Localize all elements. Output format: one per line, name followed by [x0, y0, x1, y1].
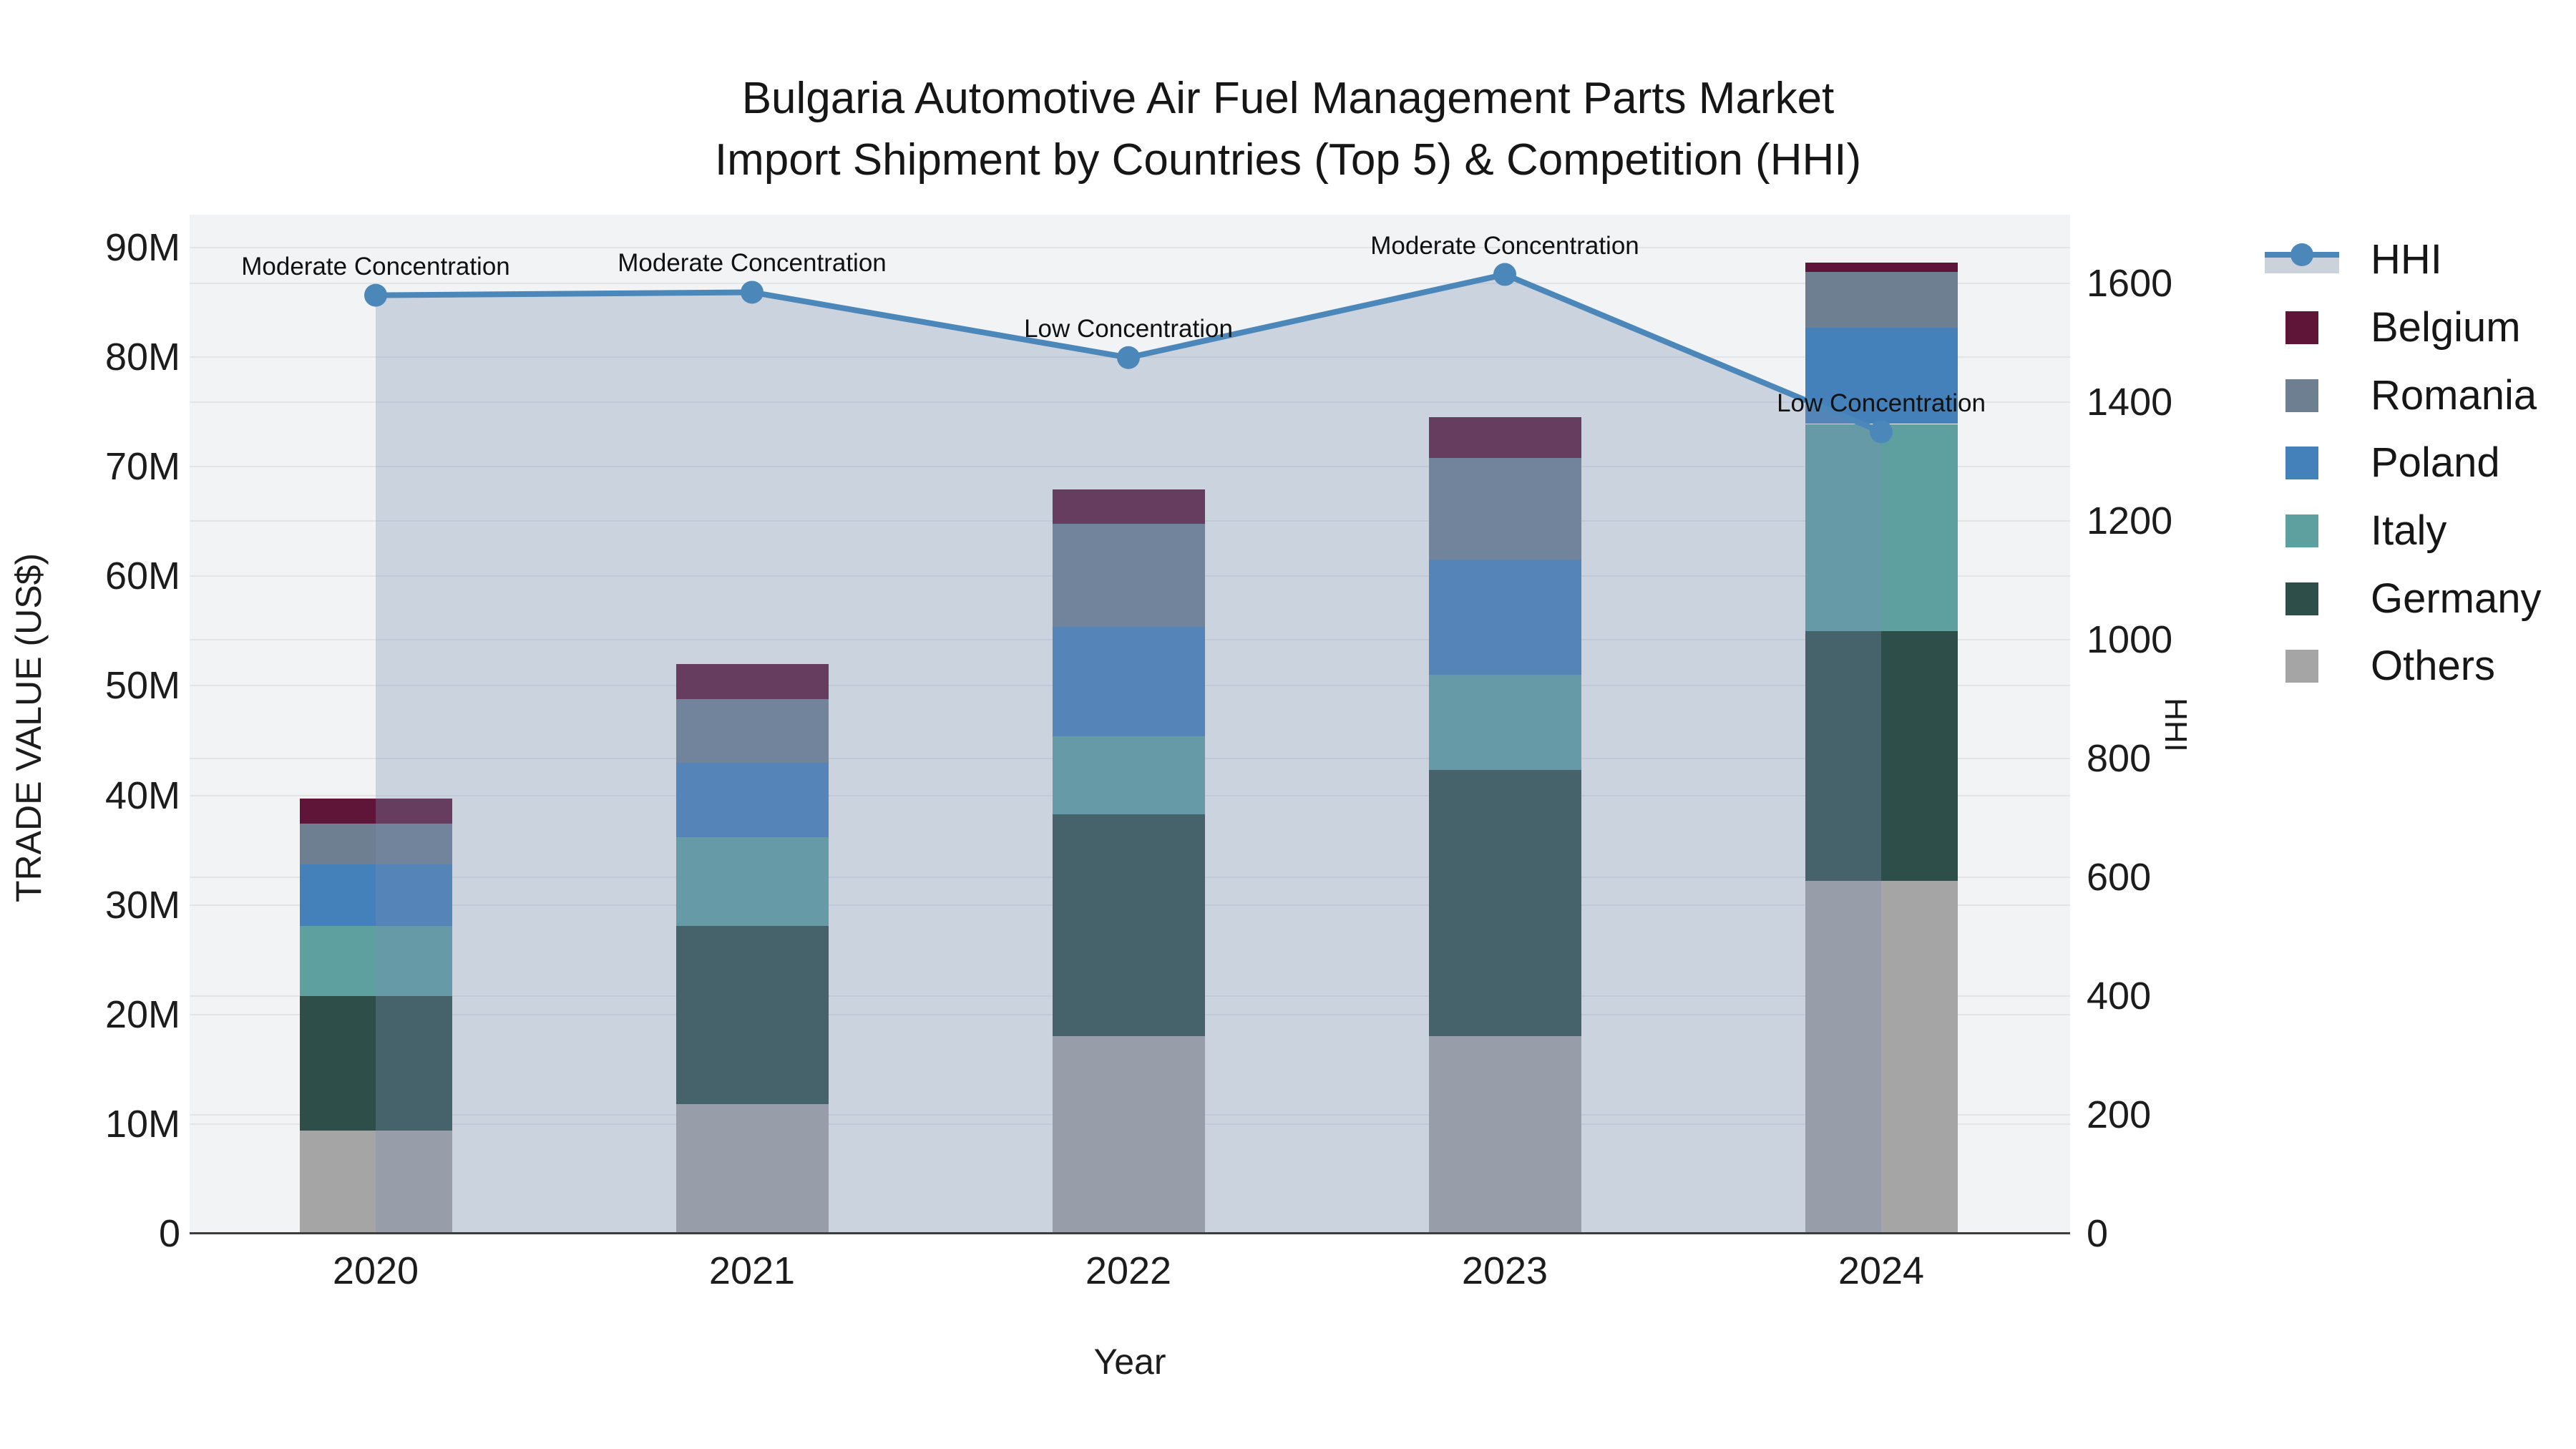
y-left-tick-label: 50M	[104, 664, 180, 707]
annotation-2024: Low Concentration	[1777, 389, 1986, 417]
y-left-tick-label: 10M	[104, 1103, 180, 1146]
hhi-marker-2024[interactable]	[1870, 420, 1893, 444]
bar-segment-italy-2021[interactable]	[675, 836, 829, 926]
y-right-tick-label: 400	[2087, 975, 2152, 1018]
bar-segment-romania-2021[interactable]	[675, 698, 829, 763]
bar-segment-italy-2020[interactable]	[299, 925, 452, 996]
gridline-right-axis	[190, 283, 2070, 284]
bar-segment-others-2023[interactable]	[1428, 1036, 1581, 1234]
legend-label: Poland	[2371, 439, 2500, 486]
hhi-line-svg	[364, 263, 1893, 1234]
x-tick-label-2021: 2021	[708, 1249, 796, 1292]
legend-label: HHI	[2371, 236, 2442, 283]
bar-segment-italy-2023[interactable]	[1428, 675, 1581, 771]
bar-segment-germany-2023[interactable]	[1428, 770, 1581, 1037]
legend-item-others[interactable]: Others	[2265, 641, 2495, 691]
y-left-tick-label: 30M	[104, 884, 180, 927]
legend-item-romania[interactable]: Romania	[2265, 371, 2537, 421]
gridline-left-axis	[190, 247, 2070, 248]
legend-item-poland[interactable]: Poland	[2265, 438, 2500, 488]
bar-segment-romania-2024[interactable]	[1805, 271, 1958, 328]
y-right-tick-label: 1600	[2087, 262, 2173, 305]
y-left-tick-label: 0	[158, 1212, 180, 1255]
y-right-tick-label: 1200	[2087, 499, 2173, 542]
bar-segment-romania-2022[interactable]	[1052, 523, 1205, 627]
y-right-tick-label: 200	[2087, 1093, 2152, 1136]
x-tick-label-2020: 2020	[332, 1249, 419, 1292]
bar-segment-italy-2024[interactable]	[1805, 424, 1958, 631]
bar-segment-others-2021[interactable]	[675, 1104, 829, 1234]
gridline-right-axis	[190, 401, 2070, 403]
annotation-2023: Moderate Concentration	[1370, 232, 1639, 260]
hhi-area-fill	[376, 274, 1881, 1234]
legend-label: Romania	[2371, 372, 2537, 419]
bar-segment-italy-2022[interactable]	[1052, 736, 1205, 814]
bar-segment-romania-2020[interactable]	[299, 824, 452, 865]
annotation-2020: Moderate Concentration	[241, 253, 510, 280]
y-left-axis-title: TRADE VALUE (US$)	[9, 552, 49, 903]
bar-segment-germany-2020[interactable]	[299, 995, 452, 1131]
bar-segment-belgium-2021[interactable]	[675, 663, 829, 699]
bar-segment-belgium-2020[interactable]	[299, 799, 452, 824]
legend-label: Others	[2371, 643, 2496, 689]
legend-swatch-belgium	[2285, 311, 2318, 344]
y-left-tick-label: 60M	[104, 555, 180, 597]
bar-segment-poland-2023[interactable]	[1428, 560, 1581, 675]
y-right-tick-label: 600	[2087, 856, 2152, 899]
annotation-2021: Moderate Concentration	[618, 249, 887, 277]
hhi-marker-2023[interactable]	[1493, 263, 1516, 286]
bar-segment-poland-2022[interactable]	[1052, 626, 1205, 736]
x-tick-label-2022: 2022	[1085, 1249, 1172, 1292]
y-left-tick-label: 90M	[104, 226, 180, 269]
legend-swatch-others	[2285, 650, 2318, 683]
bar-segment-romania-2023[interactable]	[1428, 458, 1581, 560]
chart-title-line1: Bulgaria Automotive Air Fuel Management …	[741, 74, 1835, 123]
legend-label: Italy	[2371, 507, 2447, 554]
bar-segment-belgium-2024[interactable]	[1805, 263, 1958, 272]
hhi-marker-2022[interactable]	[1117, 346, 1140, 369]
legend-label: Germany	[2371, 575, 2542, 622]
legend-swatch-poland	[2285, 447, 2318, 479]
bar-segment-belgium-2022[interactable]	[1052, 489, 1205, 524]
bar-segment-germany-2021[interactable]	[675, 925, 829, 1105]
bar-segment-others-2022[interactable]	[1052, 1036, 1205, 1234]
bar-segment-others-2024[interactable]	[1805, 881, 1958, 1234]
x-axis-title: Year	[1093, 1342, 1166, 1382]
gridline-left-axis	[190, 466, 2070, 468]
y-right-tick-label: 800	[2087, 737, 2152, 780]
x-tick-label-2023: 2023	[1461, 1249, 1548, 1292]
bar-segment-others-2020[interactable]	[299, 1131, 452, 1234]
legend-item-italy[interactable]: Italy	[2265, 506, 2446, 556]
bar-segment-germany-2022[interactable]	[1052, 814, 1205, 1037]
y-left-tick-label: 40M	[104, 774, 180, 817]
y-right-tick-label: 0	[2087, 1212, 2109, 1255]
bar-segment-germany-2024[interactable]	[1805, 630, 1958, 881]
annotation-2022: Low Concentration	[1024, 315, 1233, 343]
legend-swatch-romania	[2285, 379, 2318, 412]
legend-item-germany[interactable]: Germany	[2265, 574, 2542, 624]
y-left-tick-label: 70M	[104, 445, 180, 488]
bar-segment-poland-2021[interactable]	[675, 762, 829, 837]
y-right-tick-label: 1000	[2087, 618, 2173, 661]
bar-segment-poland-2020[interactable]	[299, 864, 452, 926]
legend-swatch-germany	[2285, 582, 2318, 615]
legend-hhi-line-icon	[2265, 242, 2339, 278]
hhi-line-layer	[190, 215, 2070, 1237]
legend-label: Belgium	[2371, 304, 2521, 351]
y-left-tick-label: 20M	[104, 993, 180, 1036]
x-tick-label-2024: 2024	[1838, 1249, 1925, 1292]
chart-title-line2: Import Shipment by Countries (Top 5) & C…	[714, 135, 1862, 185]
legend-item-hhi[interactable]: HHI	[2265, 235, 2442, 285]
legend-item-belgium[interactable]: Belgium	[2265, 303, 2521, 353]
hhi-marker-2020[interactable]	[364, 283, 387, 307]
legend-swatch-italy	[2285, 514, 2318, 547]
x-axis-line	[190, 1232, 2070, 1234]
y-left-tick-label: 80M	[104, 336, 180, 379]
bar-segment-belgium-2023[interactable]	[1428, 417, 1581, 458]
y-right-tick-label: 1400	[2087, 381, 2173, 424]
hhi-marker-2021[interactable]	[741, 280, 763, 304]
y-right-axis-title: HHI	[2158, 698, 2193, 752]
